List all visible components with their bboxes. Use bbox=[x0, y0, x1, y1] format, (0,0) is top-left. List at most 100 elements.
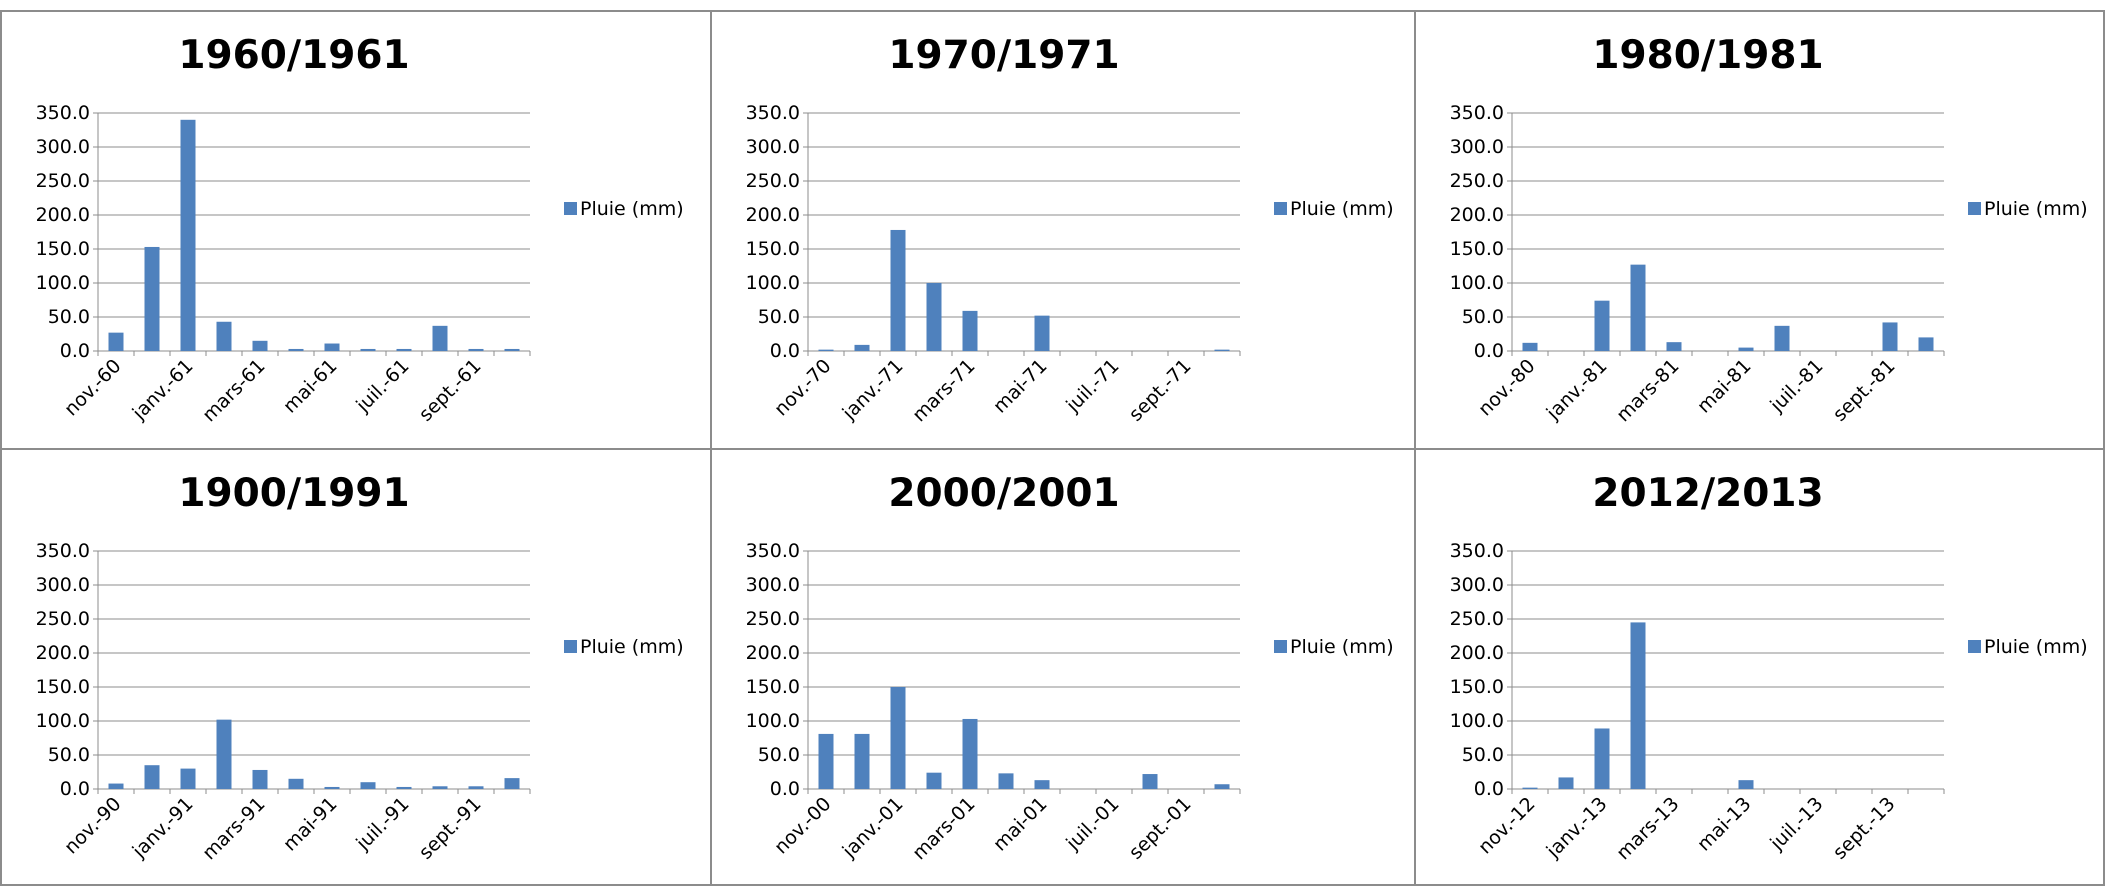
bar bbox=[108, 332, 124, 351]
bar bbox=[1630, 264, 1646, 351]
y-tick-label: 300.0 bbox=[36, 574, 90, 596]
x-tick-label: mai-91 bbox=[279, 793, 342, 856]
bar bbox=[324, 343, 340, 351]
x-tick-label: sept.-81 bbox=[1829, 355, 1900, 426]
bar bbox=[432, 786, 448, 789]
y-tick-label: 0.0 bbox=[60, 340, 90, 362]
bar bbox=[1630, 622, 1646, 789]
legend-swatch bbox=[1274, 202, 1287, 215]
y-tick-label: 250.0 bbox=[1450, 608, 1504, 630]
bar bbox=[854, 733, 870, 789]
x-tick-label: mars-71 bbox=[908, 355, 979, 426]
bar bbox=[1034, 780, 1050, 789]
x-tick-label: janv.-71 bbox=[838, 355, 908, 425]
x-tick-label: mars-61 bbox=[198, 355, 269, 426]
y-tick-label: 300.0 bbox=[36, 136, 90, 158]
bar bbox=[854, 344, 870, 351]
x-tick-label: sept.-61 bbox=[415, 355, 486, 426]
y-tick-label: 50.0 bbox=[758, 306, 800, 328]
x-tick-label: mai-01 bbox=[989, 793, 1052, 856]
y-tick-label: 200.0 bbox=[746, 204, 800, 226]
legend-label: Pluie (mm) bbox=[1290, 636, 1394, 658]
chart-svg: 1970/1971 0.0 50.0 100.0 150.0 200.0 250.0 300.… bbox=[746, 33, 1394, 426]
x-tick-label: mars-13 bbox=[1612, 793, 1683, 864]
x-tick-label: juil.-81 bbox=[1765, 355, 1827, 417]
y-tick-label: 100.0 bbox=[746, 710, 800, 732]
x-tick-label: juil.-91 bbox=[351, 793, 413, 855]
y-tick-label: 50.0 bbox=[1462, 306, 1504, 328]
y-tick-label: 50.0 bbox=[1462, 744, 1504, 766]
chart-svg: 1980/1981 0.0 50.0 100.0 150.0 200.0 250.0 300.… bbox=[1450, 33, 2088, 426]
bar bbox=[108, 783, 124, 789]
bar bbox=[504, 778, 520, 789]
chart-title: 1900/1991 bbox=[178, 471, 409, 516]
y-tick-label: 150.0 bbox=[746, 676, 800, 698]
x-tick-label: mars-01 bbox=[908, 793, 979, 864]
bar bbox=[252, 769, 268, 789]
bar bbox=[432, 325, 448, 351]
y-tick-label: 250.0 bbox=[746, 170, 800, 192]
bar bbox=[1594, 728, 1610, 789]
y-tick-label: 250.0 bbox=[36, 608, 90, 630]
bar bbox=[1522, 342, 1538, 351]
bar bbox=[962, 718, 978, 789]
legend-label: Pluie (mm) bbox=[1290, 198, 1394, 220]
bar bbox=[890, 687, 906, 789]
legend-label: Pluie (mm) bbox=[580, 636, 684, 658]
chart-title: 2000/2001 bbox=[888, 471, 1119, 516]
x-tick-label: mars-81 bbox=[1612, 355, 1683, 426]
legend-label: Pluie (mm) bbox=[1984, 636, 2088, 658]
chart-panel: 1960/1961 0.0 50.0 100.0 150.0 200.0 250.0 300.… bbox=[0, 10, 712, 450]
bar bbox=[216, 321, 232, 351]
bar bbox=[396, 786, 412, 789]
x-tick-label: juil.-13 bbox=[1765, 793, 1827, 855]
y-tick-label: 300.0 bbox=[1450, 136, 1504, 158]
x-tick-label: sept.-01 bbox=[1125, 793, 1196, 864]
x-tick-label: janv.-13 bbox=[1542, 793, 1612, 863]
bar bbox=[1214, 784, 1230, 789]
bar bbox=[890, 229, 906, 351]
bar bbox=[926, 772, 942, 789]
y-tick-label: 100.0 bbox=[1450, 710, 1504, 732]
bar bbox=[818, 733, 834, 789]
bar bbox=[1522, 787, 1538, 789]
chart-panel: 2012/2013 0.0 50.0 100.0 150.0 200.0 250.0 300.… bbox=[1414, 448, 2105, 886]
x-tick-label: juil.-61 bbox=[351, 355, 413, 417]
y-tick-label: 0.0 bbox=[1474, 778, 1504, 800]
bar bbox=[1738, 347, 1754, 351]
bar bbox=[468, 786, 484, 789]
bar bbox=[1882, 322, 1898, 351]
y-tick-label: 350.0 bbox=[1450, 540, 1504, 562]
x-tick-label: nov.-00 bbox=[770, 793, 835, 858]
y-tick-label: 50.0 bbox=[48, 744, 90, 766]
y-tick-label: 150.0 bbox=[746, 238, 800, 260]
chart-title: 1970/1971 bbox=[888, 33, 1119, 78]
bar bbox=[818, 349, 834, 351]
chart-title: 1980/1981 bbox=[1592, 33, 1823, 78]
bar bbox=[1666, 342, 1682, 351]
bar bbox=[180, 119, 196, 351]
bar bbox=[324, 786, 340, 789]
y-tick-label: 150.0 bbox=[1450, 238, 1504, 260]
y-tick-label: 200.0 bbox=[1450, 642, 1504, 664]
x-tick-label: mai-13 bbox=[1693, 793, 1756, 856]
y-tick-label: 250.0 bbox=[746, 608, 800, 630]
bar bbox=[504, 348, 520, 351]
chart-panel: 2000/2001 0.0 50.0 100.0 150.0 200.0 250.0 300.… bbox=[710, 448, 1416, 886]
y-tick-label: 350.0 bbox=[1450, 102, 1504, 124]
chart-panel: 1900/1991 0.0 50.0 100.0 150.0 200.0 250.0 300.… bbox=[0, 448, 712, 886]
bar bbox=[1738, 780, 1754, 789]
y-tick-label: 0.0 bbox=[770, 340, 800, 362]
legend-label: Pluie (mm) bbox=[1984, 198, 2088, 220]
bar bbox=[1774, 325, 1790, 351]
x-tick-label: nov.-70 bbox=[770, 355, 835, 420]
y-tick-label: 250.0 bbox=[1450, 170, 1504, 192]
y-tick-label: 150.0 bbox=[36, 238, 90, 260]
bar bbox=[288, 778, 304, 789]
chart-title: 1960/1961 bbox=[178, 33, 409, 78]
y-tick-label: 0.0 bbox=[1474, 340, 1504, 362]
legend-swatch bbox=[564, 640, 577, 653]
x-tick-label: sept.-91 bbox=[415, 793, 486, 864]
x-tick-label: sept.-71 bbox=[1125, 355, 1196, 426]
legend-swatch bbox=[1968, 202, 1981, 215]
